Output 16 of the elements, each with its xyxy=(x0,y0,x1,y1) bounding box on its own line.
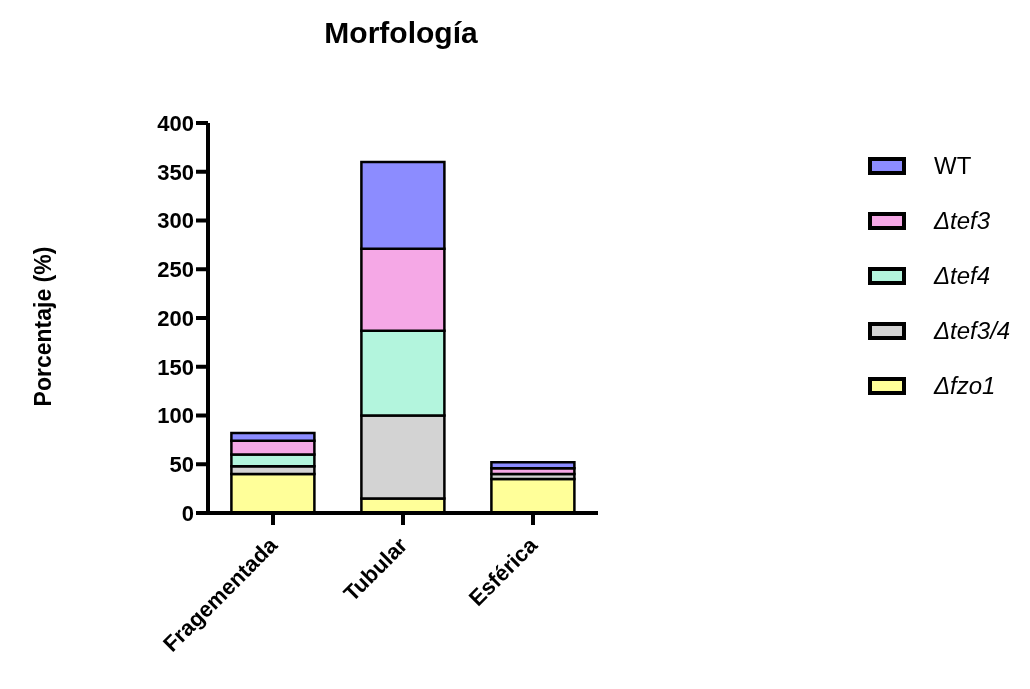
legend-label: Δtef4 xyxy=(934,261,991,290)
y-tick-label: 50 xyxy=(169,452,194,478)
legend-label: WT xyxy=(934,151,972,180)
y-tick-label: 400 xyxy=(157,110,194,136)
y-tick-label: 200 xyxy=(157,305,194,331)
y-tick-label: 150 xyxy=(157,354,194,380)
legend-label: Δtef3 xyxy=(934,206,991,235)
y-tick-label: 350 xyxy=(157,159,194,185)
legend-label: Δtef3/4 xyxy=(934,316,1011,345)
y-tick-label: 300 xyxy=(157,208,194,234)
y-axis-title: Porcentaje (%) xyxy=(29,245,57,409)
legend-label: Δfzo1 xyxy=(934,371,996,400)
y-tick-label: 250 xyxy=(157,257,194,283)
chart-title: Morfología xyxy=(323,16,479,50)
y-tick-label: 100 xyxy=(157,403,194,429)
y-tick-label: 0 xyxy=(181,500,194,526)
